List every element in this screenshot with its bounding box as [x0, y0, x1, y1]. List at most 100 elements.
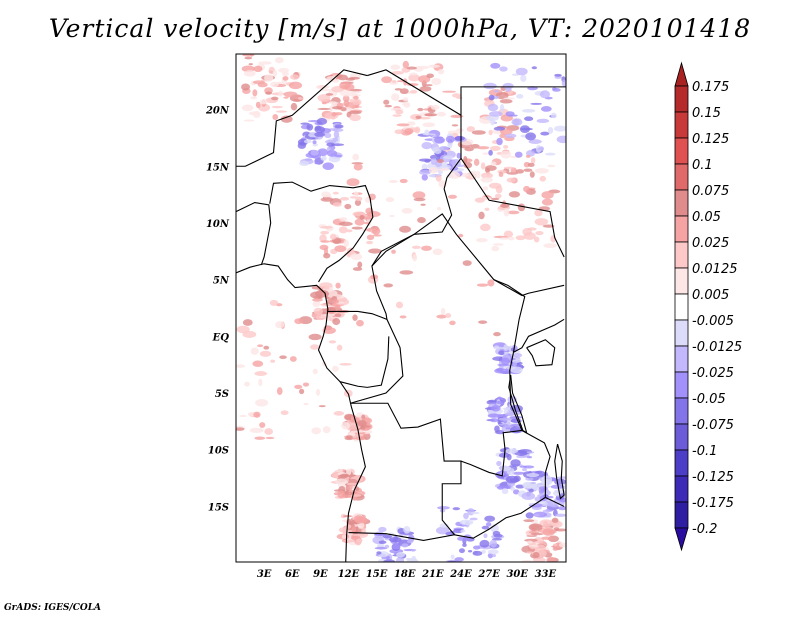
shading-cell [421, 245, 432, 251]
shading-cell [349, 114, 361, 122]
colorbar-label: 0.15 [692, 106, 721, 121]
shading-cell [505, 448, 518, 454]
shading-cell [334, 313, 342, 318]
colorbar-box [674, 111, 689, 139]
shading-cell [346, 229, 353, 233]
shading-cell [353, 163, 363, 171]
shading-cell [321, 191, 331, 198]
shading-cell [458, 548, 465, 554]
colorbar-box [674, 319, 689, 347]
shading-cell [430, 104, 440, 110]
shading-cell [447, 141, 453, 149]
shading-cell [487, 103, 499, 112]
shading-cell [406, 539, 414, 544]
shading-cell [383, 283, 394, 288]
shading-cell [516, 94, 524, 99]
map-boundary-line [371, 213, 565, 297]
shading-cell [487, 549, 499, 555]
shading-cell [456, 152, 462, 159]
colorbar-top-arrow [674, 61, 689, 87]
shading-cell [428, 64, 440, 68]
shading-cell [539, 175, 547, 182]
shading-cell [554, 513, 566, 517]
x-tick-label: 33E [535, 569, 557, 580]
shading-cell [241, 104, 254, 112]
colorbar-label: 0.025 [692, 236, 729, 251]
shading-cell [499, 99, 513, 104]
shading-cell [530, 547, 539, 550]
shading-cell [339, 363, 352, 366]
shading-cell [496, 137, 503, 146]
shading-cell [335, 282, 341, 289]
shading-cell [487, 413, 501, 418]
shading-cell [540, 105, 552, 112]
shading-cell [350, 430, 365, 433]
y-tick-label: 5S [215, 389, 229, 400]
colorbar-box [674, 215, 689, 243]
shading-cell [263, 345, 270, 350]
shading-cell [484, 167, 490, 173]
plot-title: Vertical velocity [m/s] at 1000hPa, VT: … [48, 14, 752, 43]
y-tick-label: EQ [212, 332, 230, 343]
shading-cell [422, 122, 436, 128]
shading-cell [323, 252, 331, 259]
shading-cell [343, 239, 349, 248]
shading-cell [314, 161, 319, 165]
shading-cell [366, 240, 374, 245]
shading-cell [474, 197, 486, 203]
colorbar-label: -0.175 [692, 496, 734, 511]
shading-cell [310, 149, 319, 156]
shading-cell [440, 307, 446, 316]
map-boundary-line [521, 429, 565, 507]
shading-cell [275, 110, 288, 113]
shading-cell [394, 88, 403, 91]
map-boundary-line [339, 336, 390, 388]
shading-cell [522, 227, 532, 236]
shading-cell [236, 427, 245, 431]
shading-cell [541, 191, 554, 199]
colorbar-box [674, 241, 689, 269]
shading-cell [265, 436, 275, 440]
shading-cell [476, 237, 488, 243]
shading-cell [314, 132, 326, 137]
colorbar-box [674, 163, 689, 191]
shading-cell [503, 166, 515, 170]
shading-cell [558, 542, 566, 548]
shading-cell [522, 468, 527, 472]
shading-cell [419, 86, 432, 92]
shading-cell [242, 330, 257, 338]
shading-cell [533, 236, 540, 243]
shading-cell [553, 527, 560, 531]
shading-cell [515, 235, 526, 241]
shading-cell [399, 178, 408, 184]
shading-cell [297, 97, 303, 100]
map-boundary-line [269, 181, 374, 283]
shading-cell [399, 315, 407, 319]
shading-cell [493, 331, 501, 337]
shading-cell [351, 533, 366, 537]
shading-cell [412, 254, 418, 262]
shading-cell [421, 174, 428, 181]
shading-cell [436, 314, 447, 319]
shading-cell [539, 90, 550, 99]
shading-cell [272, 114, 279, 121]
map-boundary-line [460, 158, 565, 258]
shading-cell [528, 139, 542, 144]
shading-cell [496, 400, 504, 405]
shading-cell [489, 539, 498, 548]
shading-cell [351, 526, 357, 533]
shading-cell [491, 405, 501, 412]
shading-cell [378, 563, 388, 566]
shading-cell [270, 81, 279, 88]
shading-cell [515, 484, 525, 489]
shading-cell [329, 105, 334, 112]
colorbar-label: -0.2 [692, 522, 717, 537]
shading-cell [506, 366, 516, 370]
shading-cell [550, 112, 557, 119]
shading-cell [473, 158, 480, 166]
shading-cell [501, 488, 509, 495]
shading-cell [523, 465, 535, 469]
shading-cell [395, 109, 404, 115]
colorbar-box [674, 397, 689, 425]
shading-cell [322, 426, 331, 434]
